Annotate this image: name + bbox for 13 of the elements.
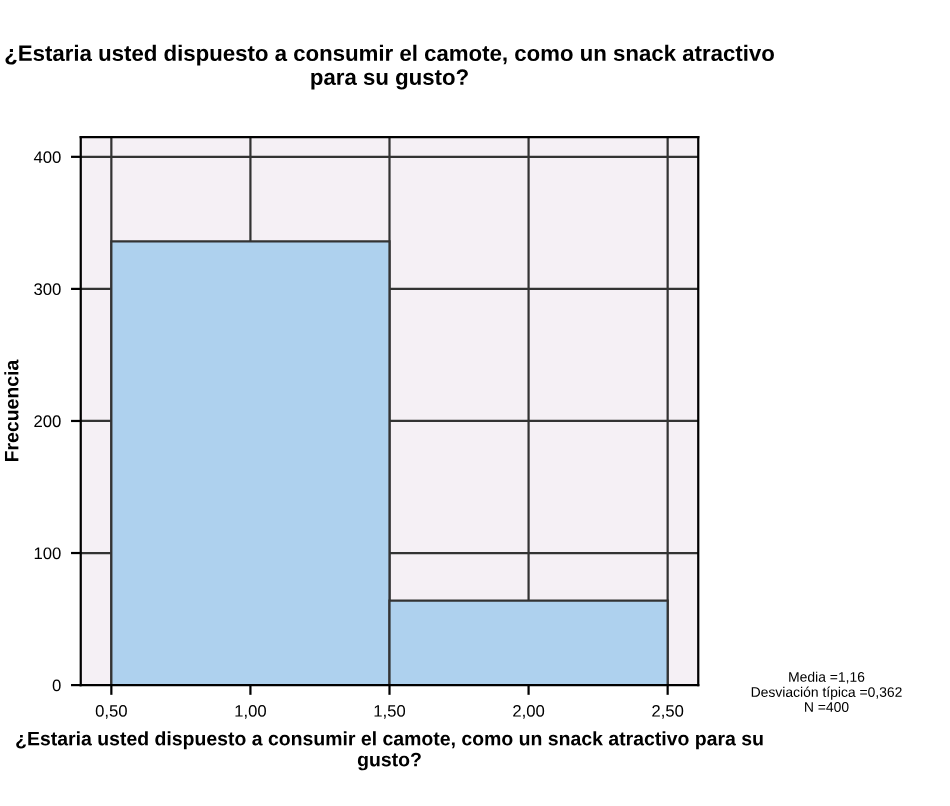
- x-tick-label: 2,00: [513, 704, 545, 719]
- y-axis-title: Frecuencia: [4, 359, 19, 462]
- y-tick-label: 300: [34, 283, 61, 296]
- x-tick-label: 2,50: [652, 704, 684, 719]
- y-tick-label: 0: [52, 679, 61, 692]
- x-tick-label: 1,50: [374, 704, 406, 719]
- y-tick-label: 400: [33, 151, 61, 164]
- x-axis-title: ¿Estaria usted dispuesto a consumir el camote, como un snack atractivo para su gusto?: [16, 731, 763, 771]
- y-tick-label: 200: [34, 415, 61, 428]
- y-tick-label: 100: [34, 547, 61, 560]
- x-tick-label: 0,50: [95, 704, 127, 719]
- chart-title: ¿Estaria usted dispuesto a consumir el camote, como un snack atractivo para su gusto?: [5, 44, 774, 90]
- x-tick-label: 1,00: [235, 704, 266, 719]
